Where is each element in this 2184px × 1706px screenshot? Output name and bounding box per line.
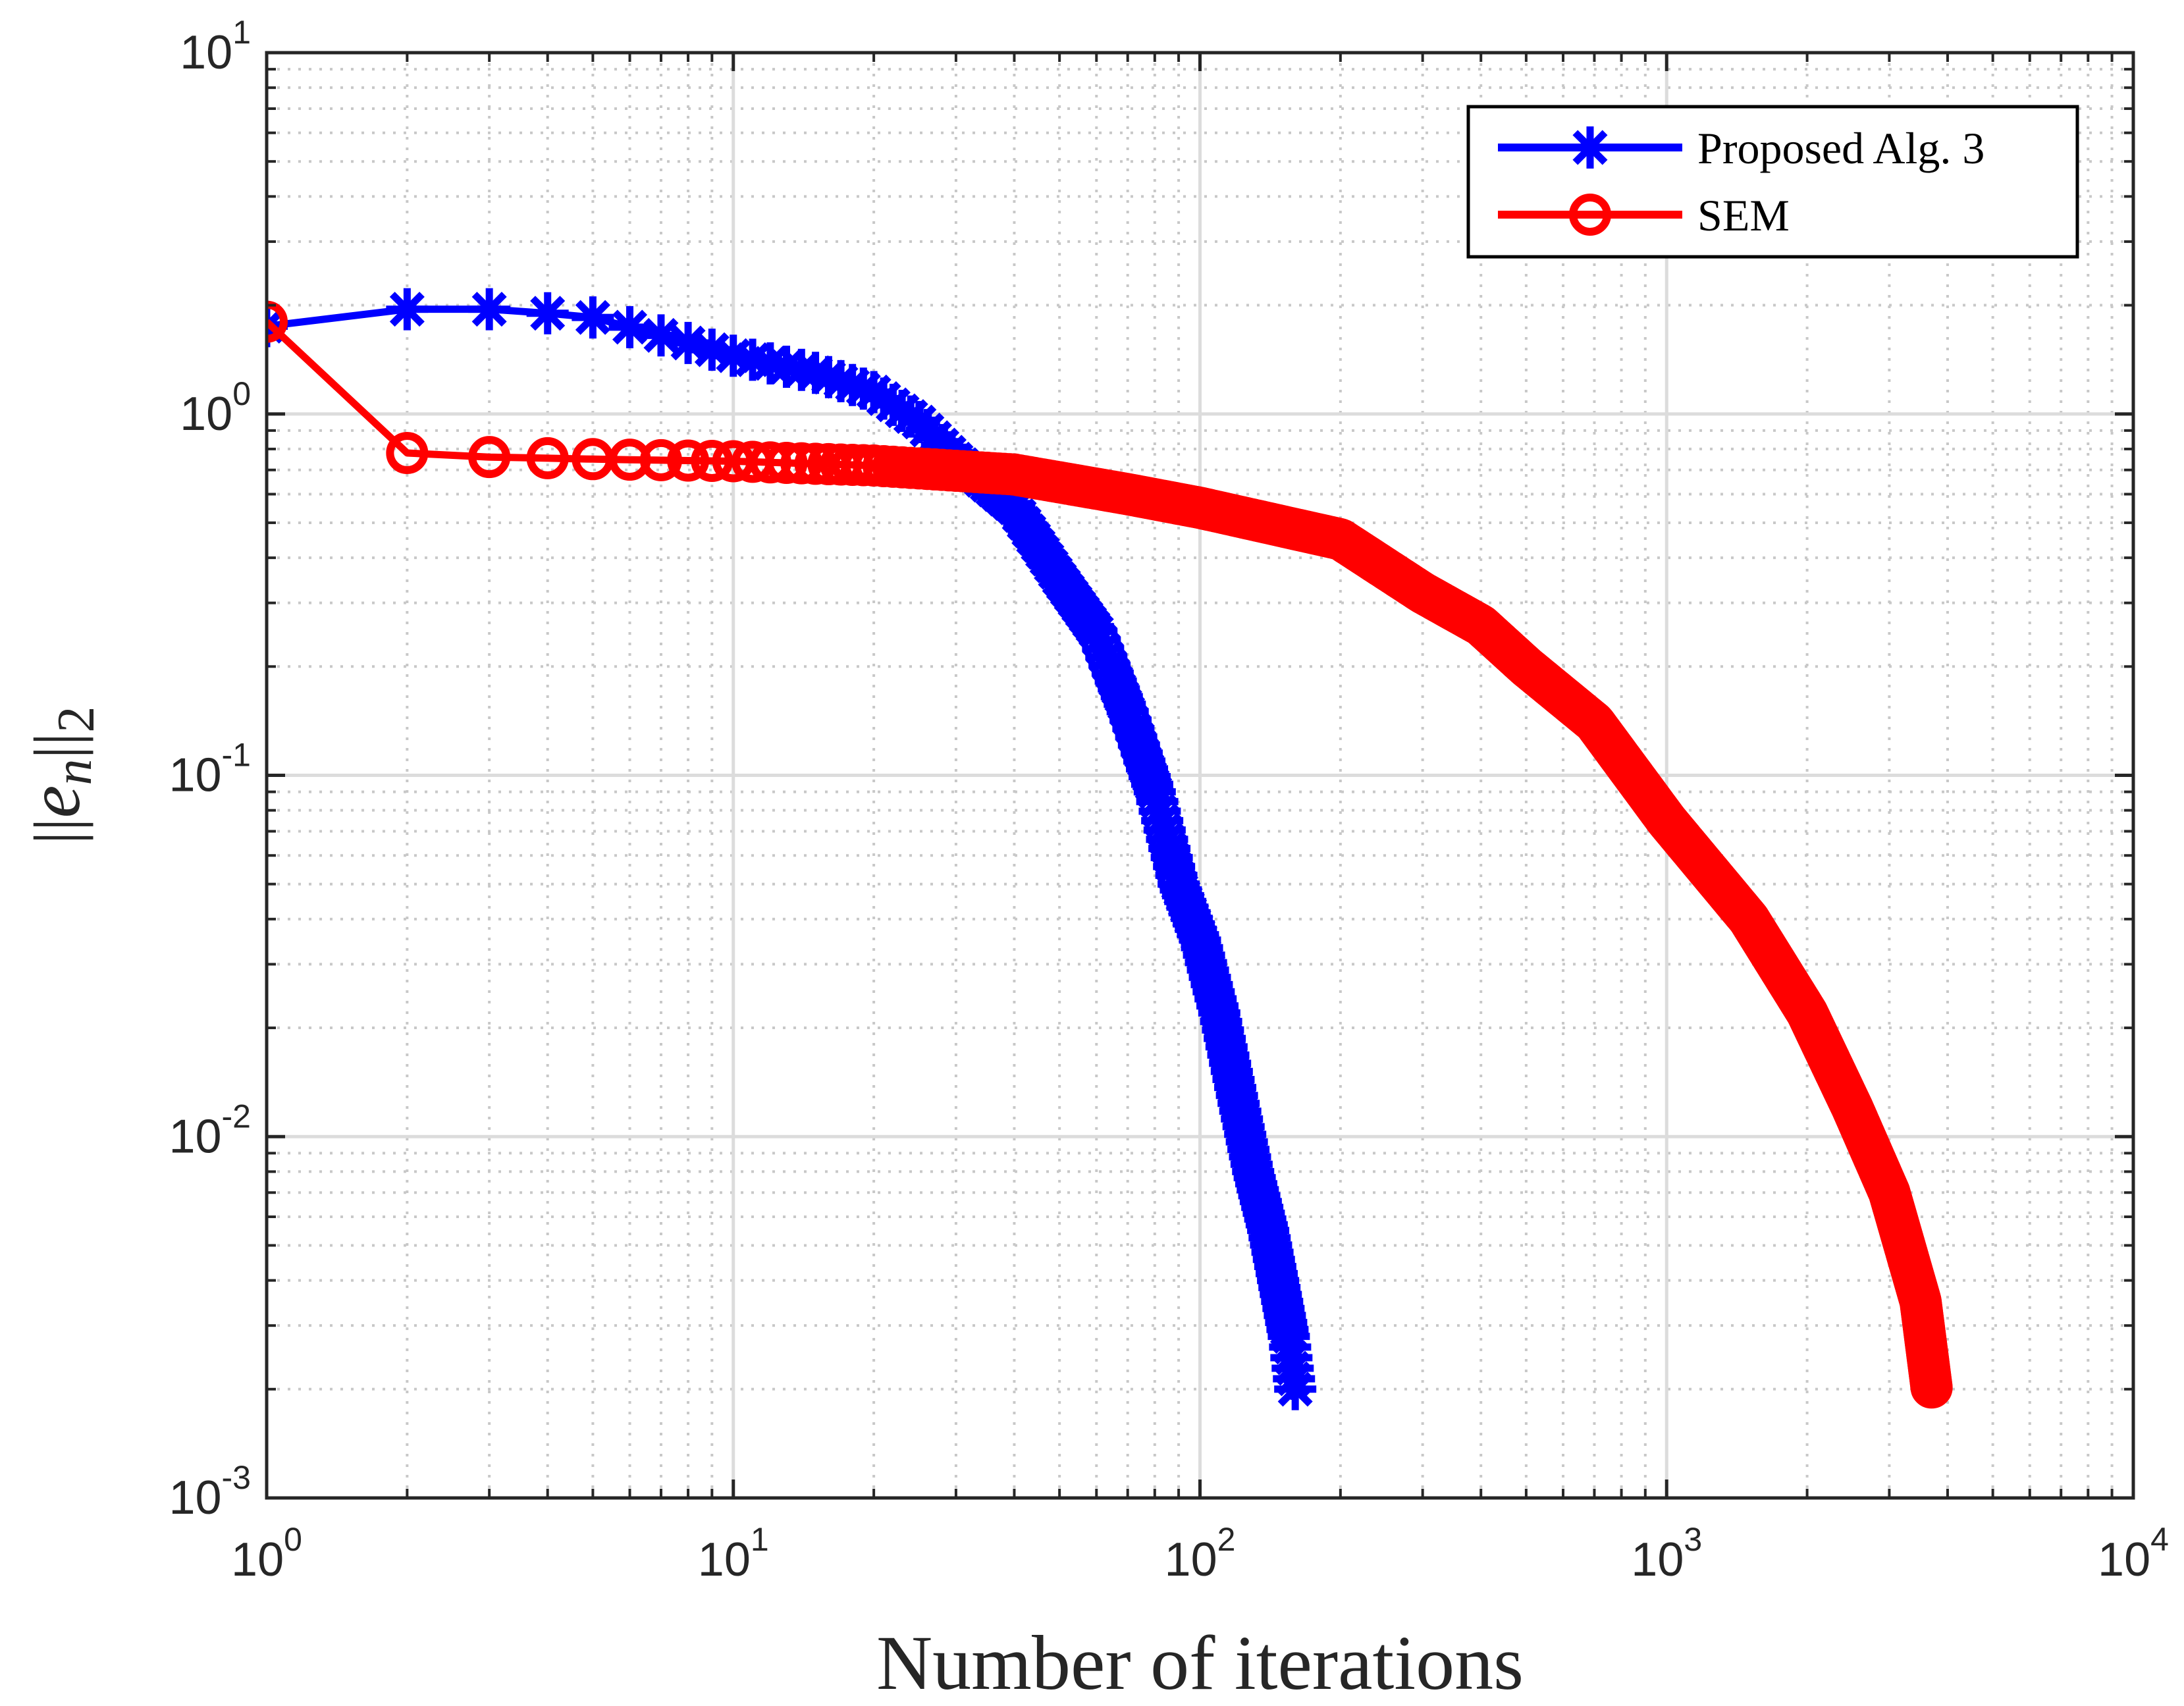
series-point-circle [667, 439, 710, 482]
y-tick-exponent: 0 [232, 375, 251, 412]
x-tick-label: 100 [231, 1521, 302, 1586]
x-tick-base: 10 [698, 1533, 751, 1586]
y-tick-exponent: -2 [222, 1098, 251, 1134]
series-point-circle [267, 300, 288, 343]
x-tick-base: 10 [1165, 1533, 1217, 1586]
x-tick-labels: 100 101 102 103 104 [231, 1521, 2169, 1586]
series-point-circle [1910, 1366, 1953, 1409]
y-tick-exponent: -1 [222, 737, 251, 774]
legend-entry: Proposed Alg. 3 [1498, 123, 1984, 173]
series-layer [267, 288, 1953, 1410]
y-tick-label: 100 [180, 375, 251, 440]
y-label-var: e [14, 786, 95, 818]
series-point-circle [468, 436, 511, 479]
x-axis-label: Number of iterations [876, 1620, 1524, 1706]
y-label-bars-right: || [20, 733, 93, 759]
legend: Proposed Alg. 3 SEM [1466, 105, 2079, 259]
y-tick-base: 10 [169, 749, 221, 802]
series-point-circle [765, 441, 808, 484]
legend-label: SEM [1697, 190, 1790, 240]
x-tick-base: 10 [231, 1533, 284, 1586]
legend-entry: SEM [1498, 190, 1790, 240]
x-tick-exponent: 4 [2150, 1521, 2169, 1558]
x-tick-label: 104 [2098, 1521, 2169, 1586]
y-tick-base: 10 [169, 1110, 221, 1163]
x-tick-label: 103 [1631, 1521, 1702, 1586]
y-tick-label: 101 [180, 14, 251, 79]
series-point-asterisk [572, 296, 614, 339]
y-tick-label: 10-1 [169, 737, 251, 802]
y-tick-exponent: 1 [232, 14, 251, 51]
y-tick-base: 10 [180, 388, 232, 440]
axis-ticks [265, 51, 2135, 1500]
y-label-sub-var: n [45, 759, 103, 786]
y-axis-label: ||en||2 [14, 706, 105, 845]
x-tick-exponent: 2 [1217, 1521, 1236, 1558]
series-point-asterisk [1569, 126, 1611, 169]
x-tick-exponent: 1 [751, 1521, 769, 1558]
y-tick-label: 10-3 [169, 1459, 251, 1524]
legend-label: Proposed Alg. 3 [1697, 123, 1984, 173]
y-label-bars-left: || [20, 818, 93, 844]
x-tick-exponent: 0 [284, 1521, 302, 1558]
x-tick-base: 10 [1631, 1533, 1684, 1586]
series-sem [267, 300, 1953, 1409]
y-label-sub-norm: 2 [47, 706, 105, 733]
y-tick-base: 10 [169, 1472, 221, 1524]
y-tick-label: 10-2 [169, 1098, 251, 1163]
series-point-circle [639, 439, 682, 481]
legend-box [1466, 105, 2079, 259]
series-point-asterisk [468, 288, 511, 331]
series-point-asterisk [1274, 1368, 1317, 1410]
x-tick-exponent: 3 [1684, 1521, 1702, 1558]
series-point-asterisk [526, 292, 569, 334]
series-point-circle [780, 442, 823, 485]
series-point-circle [526, 437, 569, 479]
x-tick-base: 10 [2098, 1533, 2150, 1586]
series-point-asterisk [608, 306, 651, 348]
y-tick-base: 10 [180, 26, 232, 79]
series-point-circle [386, 431, 429, 474]
y-tick-exponent: -3 [222, 1459, 251, 1496]
x-tick-label: 102 [1165, 1521, 1236, 1586]
x-tick-label: 101 [698, 1521, 769, 1586]
series-point-circle [691, 440, 733, 483]
series-point-circle [1569, 194, 1611, 236]
series-point-asterisk [386, 288, 429, 331]
